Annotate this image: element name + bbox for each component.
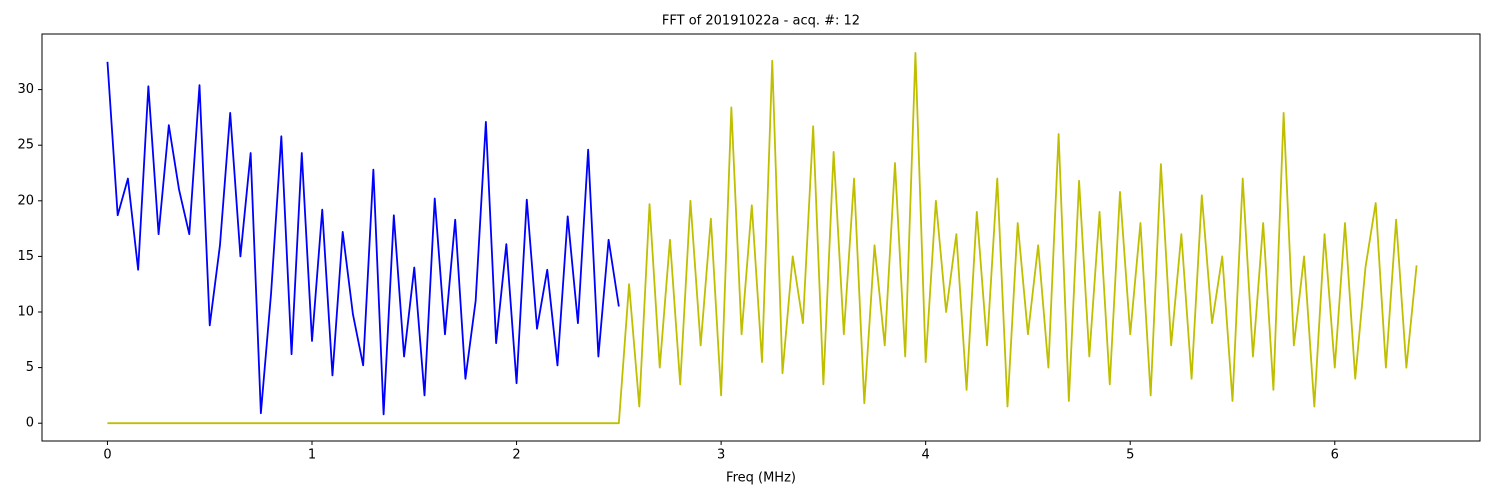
series-line (106, 61, 620, 416)
x-tick-label: 3 (717, 448, 725, 463)
x-tick-label: 1 (308, 448, 316, 463)
series-line (107, 52, 1418, 425)
x-tick-label: 5 (1126, 448, 1134, 463)
x-tick-label: 6 (1331, 448, 1339, 463)
x-axis-label: Freq (MHz) (726, 471, 796, 486)
x-tick-label: 0 (103, 448, 111, 463)
axes-frame (41, 33, 1481, 442)
chart-title: FFT of 20191022a - acq. #: 12 (662, 14, 860, 29)
y-tick-label: 30 (17, 82, 34, 97)
y-tick-label: 10 (17, 305, 34, 320)
y-tick-label: 15 (17, 249, 34, 264)
y-tick-label: 5 (26, 360, 34, 375)
x-tick-label: 2 (512, 448, 520, 463)
x-tick-label: 4 (922, 448, 930, 463)
y-tick-label: 0 (26, 416, 34, 431)
y-tick-label: 20 (17, 193, 34, 208)
y-tick-label: 25 (17, 138, 34, 153)
